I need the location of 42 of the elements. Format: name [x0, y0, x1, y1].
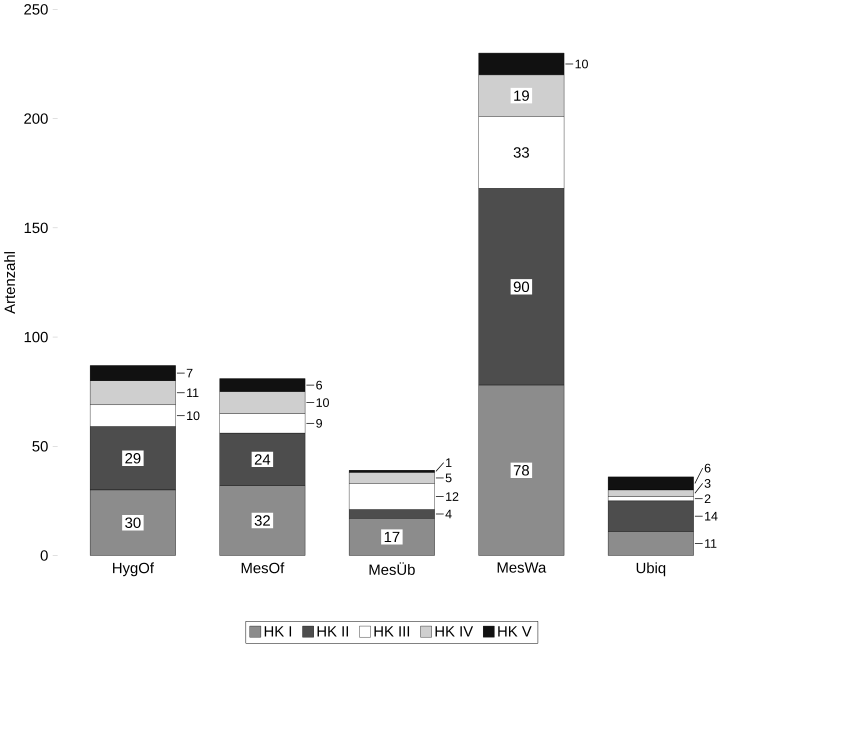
data-label: 29 [125, 452, 140, 464]
data-label: 1 [446, 458, 452, 467]
y-tick-label: 250 [24, 4, 48, 14]
data-label: 9 [316, 418, 322, 428]
y-tick-label: 0 [40, 550, 48, 561]
legend-label: HK I [264, 626, 292, 636]
y-axis-title: Artenzahl [4, 252, 16, 314]
data-label: 30 [125, 517, 141, 528]
data-label: 33 [514, 146, 529, 158]
x-tick-label: Ubiq [636, 562, 666, 576]
data-label: 6 [704, 464, 710, 472]
x-tick-label: MesÜb [370, 562, 415, 575]
data-label: 24 [254, 454, 270, 464]
data-label: 90 [514, 281, 530, 292]
y-tick-label: 150 [24, 222, 48, 233]
data-label: 7 [186, 368, 192, 378]
data-label: 32 [254, 515, 270, 526]
data-label: 6 [316, 380, 322, 390]
data-label: 10 [316, 398, 329, 407]
data-label: 10 [187, 411, 200, 420]
data-label: 4 [445, 509, 452, 518]
data-label: 19 [514, 90, 529, 101]
data-label: 14 [705, 512, 718, 520]
data-label: 5 [446, 473, 452, 482]
x-tick-label: HygOf [113, 562, 154, 576]
legend-label: HK IV [436, 626, 474, 636]
y-tick-label: 100 [24, 332, 48, 342]
data-label: 11 [705, 538, 716, 548]
data-label: 11 [187, 388, 198, 397]
x-tick-label: MesWa [498, 562, 546, 572]
data-label: 12 [446, 492, 458, 501]
y-tick-label: 50 [32, 440, 48, 452]
data-label: 17 [384, 532, 400, 542]
legend-label: HK V [498, 626, 532, 636]
x-tick-label: MesOf [242, 562, 284, 574]
legend-label: HK III [374, 626, 410, 636]
data-label: 2 [704, 494, 710, 503]
y-tick-label: 200 [24, 113, 48, 124]
data-label: 10 [576, 59, 588, 68]
data-label: 78 [514, 464, 529, 476]
legend-label: HK II [318, 626, 348, 636]
data-label: 3 [704, 478, 710, 488]
